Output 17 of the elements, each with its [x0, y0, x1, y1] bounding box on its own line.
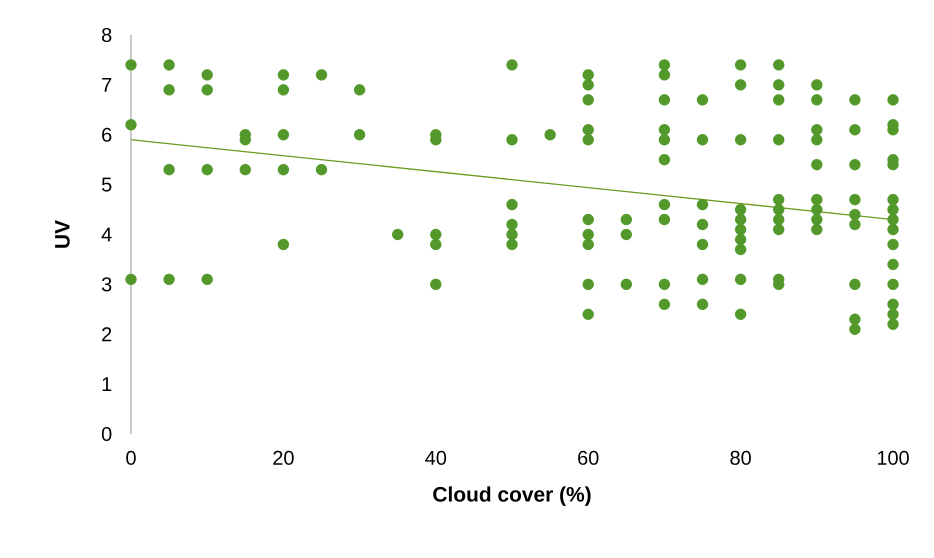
- x-tick-label: 40: [425, 450, 446, 465]
- x-tick-label: 20: [273, 450, 294, 465]
- x-tick-label: 80: [730, 450, 751, 465]
- x-tick-label: 100: [878, 450, 909, 465]
- x-tick-label: 0: [126, 450, 136, 465]
- y-axis-title: UV: [55, 220, 70, 248]
- y-tick-label: 5: [102, 178, 112, 192]
- y-tick-label: 8: [102, 28, 112, 42]
- x-axis-title: Cloud cover (%): [433, 486, 591, 506]
- y-tick-label: 7: [102, 78, 112, 92]
- x-tick-label: 60: [578, 450, 598, 465]
- y-tick-label: 3: [102, 277, 112, 292]
- y-tick-label: 4: [102, 228, 112, 242]
- y-tick-label: 2: [102, 327, 112, 342]
- y-tick-label: 6: [102, 128, 112, 142]
- y-tick-label: 1: [102, 377, 112, 391]
- y-tick-label: 0: [102, 426, 112, 442]
